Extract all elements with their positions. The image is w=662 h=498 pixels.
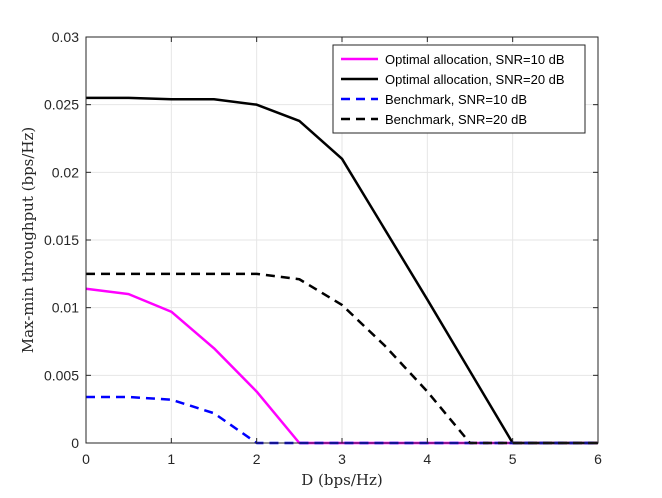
x-tick-label: 0: [82, 451, 90, 467]
y-axis-label: Max-min throughput (bps/Hz): [19, 127, 37, 354]
x-tick-label: 4: [423, 451, 431, 467]
axis-ticks: 0 1 2 3 4 5 6 0 0.005 0.01 0.015 0.02 0.025 0.03: [44, 29, 602, 467]
legend-entry-label: Benchmark, SNR=10 dB: [385, 92, 527, 107]
legend: Optimal allocation, SNR=10 dB Optimal all…: [332, 44, 586, 134]
x-axis-label: D (bps/Hz): [301, 471, 382, 489]
y-tick-label: 0.03: [52, 29, 79, 45]
legend-entry-label: Optimal allocation, SNR=20 dB: [385, 72, 565, 87]
legend-entry-label: Optimal allocation, SNR=10 dB: [385, 52, 565, 67]
y-tick-label: 0.02: [52, 164, 79, 180]
y-tick-label: 0.025: [44, 97, 79, 113]
series-line-4: [86, 272, 598, 445]
y-tick-label: 0.005: [44, 367, 79, 383]
legend-entry-label: Benchmark, SNR=20 dB: [385, 112, 527, 127]
y-tick-label: 0: [71, 435, 79, 451]
x-tick-label: 2: [253, 451, 261, 467]
x-tick-label: 3: [338, 451, 346, 467]
y-tick-label: 0.015: [44, 232, 79, 248]
y-tick-label: 0.01: [52, 300, 79, 316]
x-tick-label: 1: [167, 451, 175, 467]
x-tick-label: 6: [594, 451, 602, 467]
x-tick-label: 5: [509, 451, 517, 467]
